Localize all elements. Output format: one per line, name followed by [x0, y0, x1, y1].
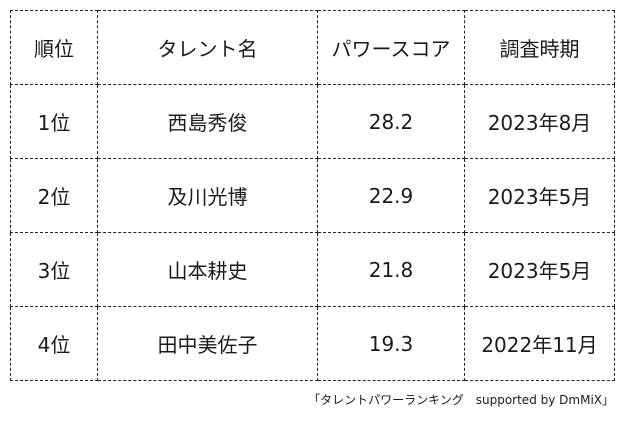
header-rank: 順位	[10, 10, 98, 85]
date-cell: 2022年11月	[464, 306, 615, 381]
header-score: パワースコア	[317, 10, 465, 85]
header-date: 調査時期	[464, 10, 615, 85]
table-row: 2位 及川光博 22.9 2023年5月	[10, 158, 615, 233]
table-row: 1位 西島秀俊 28.2 2023年8月	[10, 84, 615, 159]
header-name: タレント名	[97, 10, 318, 85]
name-cell: 西島秀俊	[97, 84, 318, 159]
header-row: 順位 タレント名 パワースコア 調査時期	[10, 10, 615, 85]
table-row: 4位 田中美佐子 19.3 2022年11月	[10, 306, 615, 381]
date-cell: 2023年5月	[464, 232, 615, 307]
name-cell: 田中美佐子	[97, 306, 318, 381]
table-row: 3位 山本耕史 21.8 2023年5月	[10, 232, 615, 307]
score-cell: 21.8	[317, 232, 465, 307]
table-body: 1位 西島秀俊 28.2 2023年8月 2位 及川光博 22.9 2023年5…	[10, 84, 615, 381]
rank-cell: 1位	[10, 84, 98, 159]
ranking-table: 順位 タレント名 パワースコア 調査時期 1位 西島秀俊 28.2 2023年8…	[10, 10, 615, 381]
score-cell: 28.2	[317, 84, 465, 159]
rank-cell: 2位	[10, 158, 98, 233]
table-header: 順位 タレント名 パワースコア 調査時期	[10, 10, 615, 85]
date-cell: 2023年5月	[464, 158, 615, 233]
rank-cell: 3位	[10, 232, 98, 307]
rank-cell: 4位	[10, 306, 98, 381]
name-cell: 山本耕史	[97, 232, 318, 307]
score-cell: 19.3	[317, 306, 465, 381]
score-cell: 22.9	[317, 158, 465, 233]
source-note: 「タレントパワーランキング supported by DmMiX」	[308, 393, 614, 407]
name-cell: 及川光博	[97, 158, 318, 233]
date-cell: 2023年8月	[464, 84, 615, 159]
